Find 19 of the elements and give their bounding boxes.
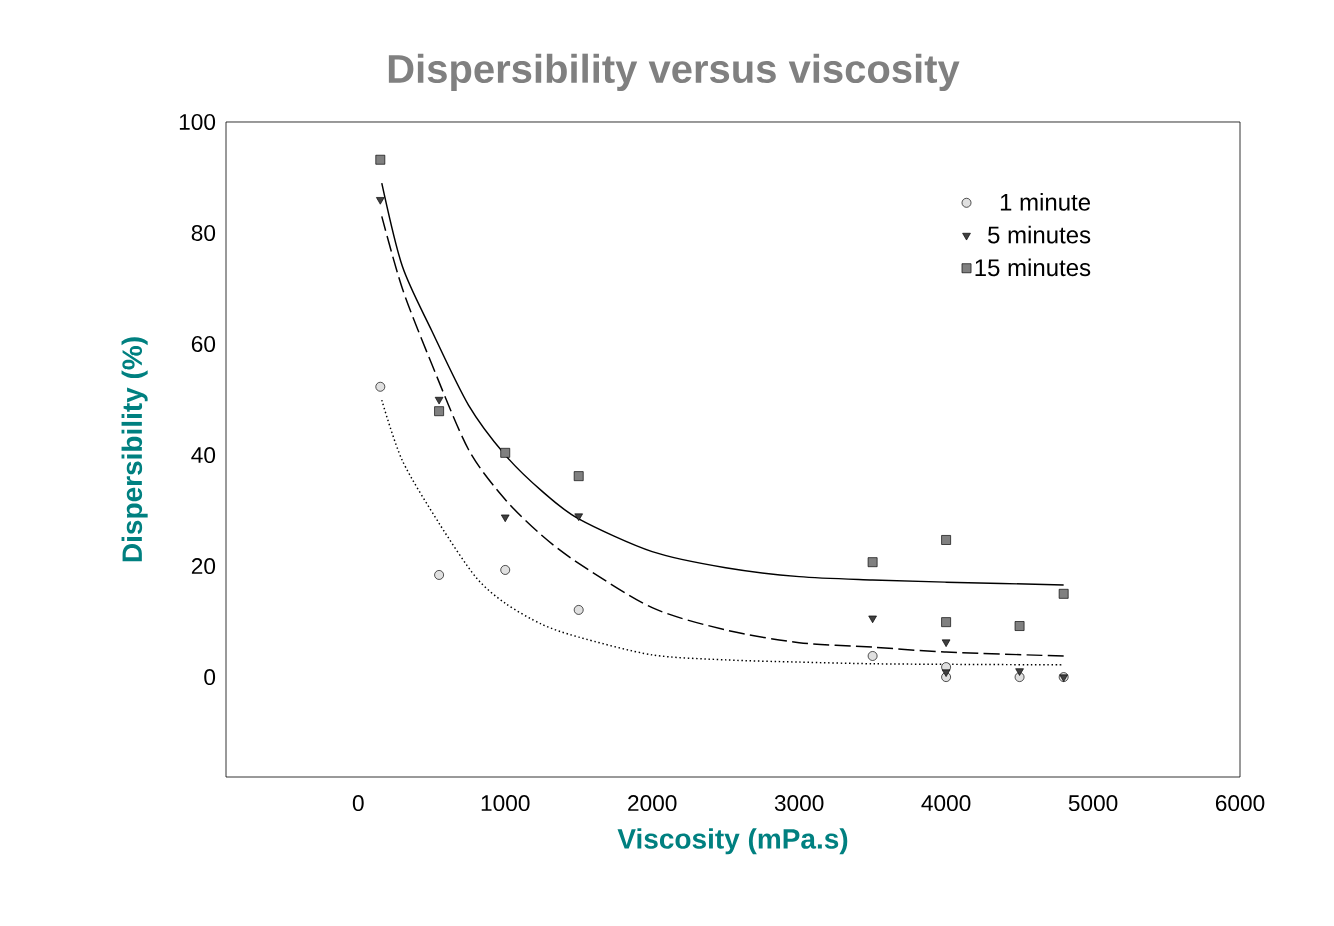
y-tick-label: 60 — [191, 336, 216, 353]
x-tick-label: 0 — [352, 795, 364, 812]
x-tick-label: 5000 — [1068, 795, 1118, 812]
x-tick-label: 3000 — [774, 795, 824, 812]
chart-title: Dispersibility versus viscosity — [388, 53, 960, 91]
legend-label: 15 minutes — [975, 258, 1091, 277]
x-tick-label: 1000 — [481, 795, 530, 812]
y-tick-label: 100 — [179, 113, 216, 131]
x-tick-label: 4000 — [921, 795, 971, 812]
x-axis-title: Viscosity (mPa.s) — [617, 828, 848, 855]
legend-label: 5 minutes — [988, 225, 1091, 244]
x-tick-label: 2000 — [628, 795, 677, 812]
legend-label: 1 minute — [1000, 193, 1091, 211]
y-tick-label: 20 — [191, 558, 216, 575]
y-tick-label: 0 — [204, 669, 216, 686]
y-axis-title: Dispersibility (%) — [121, 337, 148, 562]
x-tick-label: 6000 — [1215, 795, 1265, 812]
y-tick-label: 80 — [191, 224, 216, 242]
y-tick-label: 40 — [191, 447, 216, 464]
